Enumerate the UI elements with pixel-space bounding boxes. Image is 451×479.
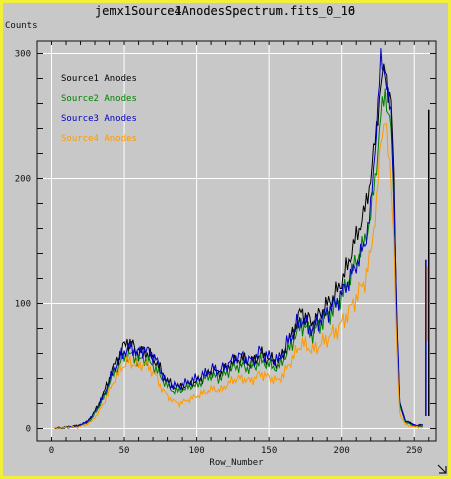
x-tick-label: 50: [119, 446, 130, 456]
plot-frame: [36, 40, 437, 442]
legend-entry-3: Source3 Anodes: [61, 114, 137, 124]
series-line-3: [54, 48, 423, 430]
series-line-1: [54, 63, 424, 430]
x-axis-label: Row_Number: [209, 458, 264, 468]
series-line-4: [54, 123, 424, 430]
x-tick-label: 100: [188, 446, 204, 456]
resize-arrow-icon: [437, 464, 447, 474]
y-tick-label: 300: [15, 50, 31, 60]
x-tick-label: 150: [261, 446, 277, 456]
chart-title: jemx1Source1AnodesSpectrum.fits_0_10: [95, 4, 355, 18]
legend-entry-1: Source1 Anodes: [61, 74, 137, 84]
x-tick-label: 0: [49, 446, 54, 456]
y-tick-label: 100: [15, 300, 31, 310]
legend-entry-2: Source2 Anodes: [61, 94, 137, 104]
y-tick-label: 200: [15, 175, 31, 185]
legend-entry-4: Source4 Anodes: [61, 134, 137, 144]
y-tick-label: 0: [26, 425, 31, 435]
x-tick-label: 250: [406, 446, 422, 456]
x-tick-label: 200: [334, 446, 350, 456]
y-axis-label: Counts: [5, 21, 38, 31]
chart-title: jemx1Source4AnodesSpectrum.fits_0_16: [95, 4, 355, 18]
line-chart: 0 50 100 150 200 250 0 100 200 300 Counts Row_Numbe…: [5, 4, 447, 474]
